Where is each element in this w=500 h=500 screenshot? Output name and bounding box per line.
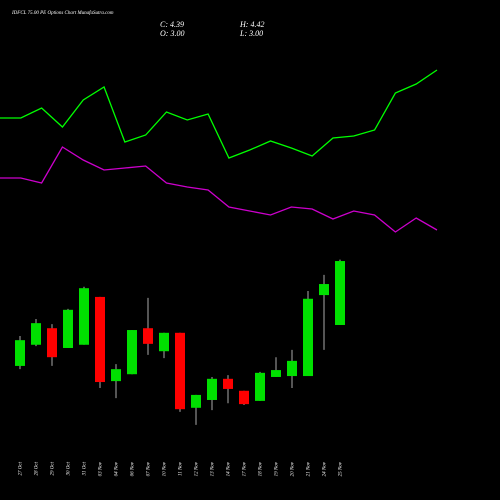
stat-open: O: 3.00 [160, 29, 184, 38]
candle-body [79, 288, 89, 345]
x-tick-label: 18 Nov [259, 461, 264, 476]
candle-body [63, 309, 73, 348]
candle-body [31, 323, 41, 345]
x-tick-label: 17 Nov [243, 461, 248, 476]
candle-body [111, 369, 121, 382]
x-tick-label: 31 Oct [83, 461, 88, 475]
x-tick-label: 30 Oct [67, 461, 72, 475]
candle-body [335, 261, 345, 325]
candle-body [303, 298, 313, 377]
candle-body [95, 296, 105, 383]
x-tick-label: 28 Oct [35, 461, 40, 475]
stat-low: L: 3.00 [239, 29, 263, 38]
x-tick-label: 04 Nov [115, 461, 120, 476]
x-tick-label: 10 Nov [163, 461, 168, 476]
x-tick-label: 11 Nov [179, 461, 184, 476]
stat-high: H: 4.42 [239, 20, 264, 29]
x-tick-label: 13 Nov [211, 461, 216, 476]
x-tick-label: 20 Nov [291, 461, 296, 476]
x-tick-label: 24 Nov [323, 461, 328, 476]
x-tick-label: 21 Nov [307, 461, 312, 476]
x-tick-label: 29 Oct [51, 461, 56, 475]
x-tick-label: 25 Nov [339, 461, 344, 476]
candle-body [207, 378, 217, 400]
candle-body [191, 394, 201, 408]
candle-body [287, 360, 297, 377]
candle-body [175, 332, 185, 410]
candle-body [223, 378, 233, 389]
candle-body [47, 328, 57, 358]
chart-title: IDFCL 75.00 PE Options Chart MunafaSutra… [11, 11, 114, 16]
x-tick-label: 12 Nov [195, 461, 200, 476]
x-tick-label: 14 Nov [227, 461, 232, 476]
candle-body [271, 370, 281, 377]
x-tick-label: 07 Nov [147, 461, 152, 476]
x-tick-label: 27 Oct [19, 461, 24, 475]
x-tick-label: 03 Nov [99, 461, 104, 476]
candle-body [127, 330, 137, 375]
stat-close: C: 4.39 [160, 20, 184, 29]
candle-body [239, 390, 249, 405]
indicator-line [0, 69, 438, 159]
candle-body [15, 340, 25, 366]
candle-body [159, 332, 169, 352]
indicator-line [0, 146, 438, 233]
candle-body [319, 284, 329, 296]
x-tick-label: 19 Nov [275, 461, 280, 476]
x-tick-label: 06 Nov [131, 461, 136, 476]
candle-body [143, 328, 153, 344]
candle-body [255, 372, 265, 401]
